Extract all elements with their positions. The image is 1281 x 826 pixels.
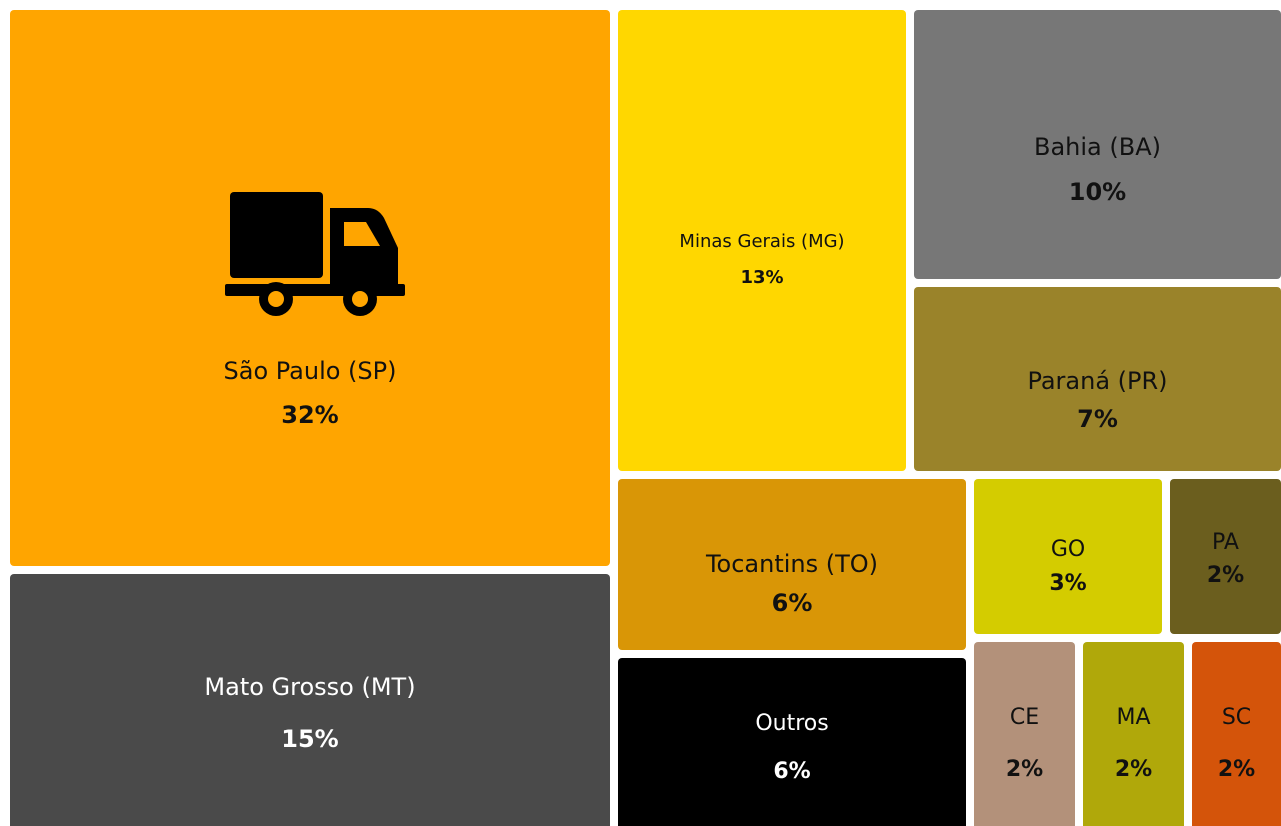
tile-value: 13% — [740, 267, 783, 288]
tile-label: PA — [1212, 530, 1239, 555]
tile-label: Outros — [755, 711, 828, 736]
tile-value: 2% — [1006, 757, 1043, 782]
tile-value: 10% — [1069, 178, 1126, 206]
tile-value: 15% — [281, 725, 338, 753]
tile-value: 2% — [1218, 757, 1255, 782]
tile — [914, 287, 1281, 471]
tile-label: GO — [1051, 537, 1085, 562]
tile-value: 2% — [1207, 563, 1244, 588]
tile — [974, 642, 1075, 826]
tile-value: 7% — [1077, 405, 1118, 433]
tile — [618, 479, 966, 650]
tile-label: São Paulo (SP) — [224, 357, 397, 385]
tile-label: Bahia (BA) — [1034, 133, 1161, 161]
tile — [10, 574, 610, 826]
tile-label: Tocantins (TO) — [705, 550, 878, 578]
tile-label: Mato Grosso (MT) — [204, 673, 415, 701]
tiles: São Paulo (SP) 32% Mato Grosso (MT) 15% Mina… — [10, 10, 1281, 826]
tile — [1170, 479, 1281, 634]
tile-label: CE — [1010, 705, 1039, 730]
tile — [1192, 642, 1281, 826]
tile-value: 6% — [773, 759, 810, 784]
tile-label: Paraná (PR) — [1027, 367, 1167, 395]
tile-value: 3% — [1049, 571, 1086, 596]
truck-icon — [225, 192, 405, 316]
tile-label: Minas Gerais (MG) — [679, 231, 844, 252]
tile-value: 6% — [772, 589, 813, 617]
tile-label: SC — [1222, 705, 1251, 730]
tile — [618, 658, 966, 826]
tile — [974, 479, 1162, 634]
tile — [1083, 642, 1184, 826]
tile — [914, 10, 1281, 279]
tile-value: 32% — [281, 401, 338, 429]
tile — [618, 10, 906, 471]
tile-label: MA — [1116, 705, 1150, 730]
tile-value: 2% — [1115, 757, 1152, 782]
